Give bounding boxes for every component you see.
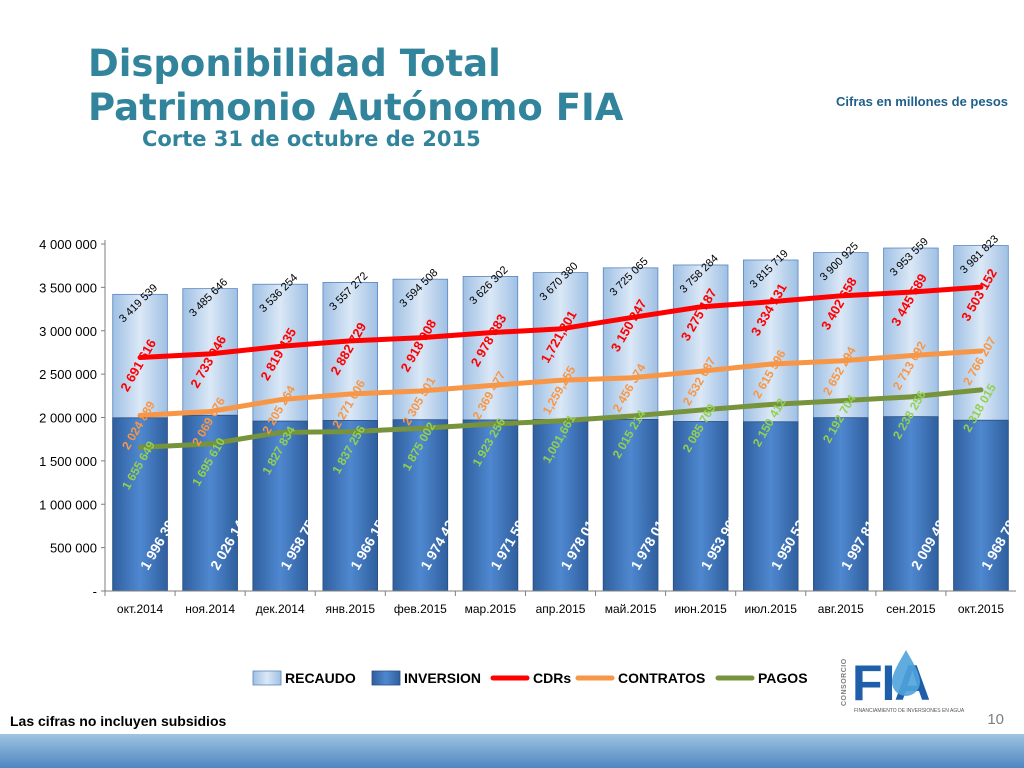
fia-logo: CONSORCIO FIA FINANCIAMIENTO DE INVERSIO… (841, 650, 965, 714)
x-tick-label: июл.2015 (744, 602, 797, 616)
x-tick-label: сен.2015 (886, 602, 936, 616)
logo-side-text: CONSORCIO (841, 658, 848, 706)
series-line-contratos (137, 348, 984, 418)
bar-inversion (532, 419, 589, 592)
x-tick-label: мар.2015 (465, 602, 517, 616)
bar-inversion (392, 419, 449, 592)
legend-label-recaudo: RECAUDO (285, 670, 356, 686)
x-tick-label: янв.2015 (326, 602, 376, 616)
bar-inversion (322, 420, 378, 592)
units-note: Cifras en millones de pesos (836, 94, 1008, 109)
legend-label-cdrs: CDRs (533, 670, 571, 686)
y-tick-label: 4 000 000 (39, 237, 97, 252)
bar-inversion (883, 416, 939, 592)
x-tick-label: окт.2015 (958, 602, 1005, 616)
footer-band (0, 734, 1024, 768)
y-tick-label: 2 000 000 (39, 411, 97, 426)
y-tick-label: 3 000 000 (39, 324, 97, 339)
y-tick-label: 3 500 000 (39, 280, 97, 295)
series-line-cdrs (137, 284, 984, 361)
y-tick-label: 500 000 (50, 541, 97, 556)
bar-inversion (743, 421, 799, 592)
legend-swatch-inversion (371, 670, 401, 686)
logo-tagline: FINANCIAMIENTO DE INVERSIONES EN AGUA (854, 708, 965, 714)
page-title: Disponibilidad Total (88, 42, 501, 85)
x-tick-label: апр.2015 (536, 602, 586, 616)
series-line-pagos (137, 387, 984, 450)
water-drop-icon (892, 650, 920, 696)
x-tick-label: дек.2014 (256, 602, 305, 616)
page-subtitle: Corte 31 de octubre de 2015 (142, 127, 481, 151)
legend-label-pagos: PAGOS (758, 670, 808, 686)
x-tick-label: фев.2015 (394, 602, 447, 616)
bar-inversion (462, 419, 519, 592)
y-tick-label: 1 000 000 (39, 497, 97, 512)
y-tick-label: 1 500 000 (39, 454, 97, 469)
x-tick-label: ноя.2014 (185, 602, 235, 616)
bar-inversion (672, 421, 729, 592)
footnote: Las cifras no incluyen subsidios (10, 713, 227, 729)
legend-label-contratos: CONTRATOS (618, 670, 705, 686)
x-tick-label: май.2015 (605, 602, 657, 616)
y-tick-label: - (93, 584, 97, 599)
legend-swatch-recaudo (252, 670, 282, 686)
page-number: 10 (987, 711, 1004, 728)
x-tick-label: окт.2014 (117, 602, 164, 616)
bar-inversion (813, 417, 869, 592)
legend-label-inversion: INVERSION (404, 670, 481, 686)
page-title-line2: Patrimonio Autónomo FIA (88, 86, 624, 129)
x-tick-label: авг.2015 (818, 602, 864, 616)
y-tick-label: 2 500 000 (39, 367, 97, 382)
x-tick-label: июн.2015 (674, 602, 727, 616)
bar-inversion (602, 419, 659, 592)
